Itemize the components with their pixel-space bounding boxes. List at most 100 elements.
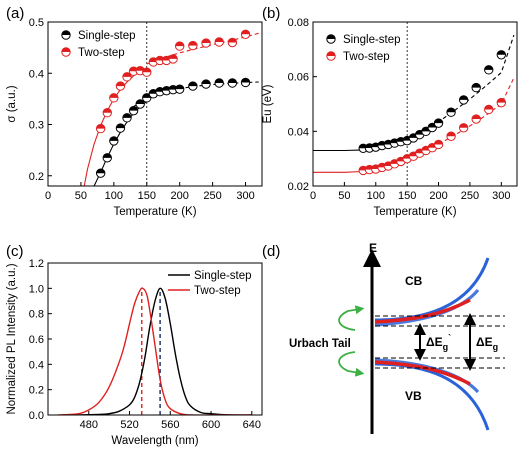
data-point-two-step: [471, 114, 481, 124]
panel-b-frame: [312, 21, 518, 187]
data-point-single-step: [135, 99, 145, 109]
x-tick-label: 200: [429, 190, 447, 202]
urbach-tail-label: Urbach Tail: [289, 338, 351, 350]
data-point-two-step: [496, 97, 507, 108]
x-tick-label: 480: [80, 419, 98, 431]
data-point-two-step: [458, 123, 469, 133]
fit-curve: [406, 34, 515, 142]
panel-b: (b) 0 50 100 150 200 250 300 0.02 0.04 0.06 0.08 T…: [262, 5, 518, 218]
panel-a-xlabel: Temperature (K): [113, 206, 196, 218]
data-point-single-step: [128, 105, 139, 116]
vb-label: VB: [405, 389, 422, 403]
panel-a-ticks: 0 50 100 150 200 250 300 0.2 0.3 0.4 0.5: [29, 17, 255, 202]
x-tick-label: 520: [120, 419, 138, 431]
y-tick-label: 0.8: [29, 309, 44, 321]
data-point-single-step: [484, 65, 494, 75]
panel-d-label: (d): [262, 243, 280, 260]
panel-a-legend-single-step: Single-step: [78, 30, 136, 42]
panel-a-label: (a): [6, 5, 24, 22]
y-tick-label: 0.4: [29, 68, 44, 80]
y-tick-label: 0.2: [29, 171, 44, 183]
y-tick-label: 0.02: [288, 181, 309, 193]
svg-text:ΔEg: ΔEg: [476, 335, 498, 352]
panel-d: (d) E CB VB Urbach Tail ΔEg` ΔEg: [262, 241, 505, 434]
data-point-two-step: [433, 139, 444, 150]
panel-c-xlabel: Wavelength (nm): [111, 435, 198, 447]
data-point-two-step: [102, 108, 112, 118]
panel-a-frame: [47, 21, 263, 187]
x-tick-label: 200: [171, 190, 189, 202]
data-point-single-step: [471, 82, 481, 93]
panel-c: (c) 480 520 560 600 640 0.0 0.2 0.4 0.6 0.8 1.0 1.2…: [6, 243, 263, 447]
panel-c-plot-area: [58, 287, 252, 415]
legend-point-single-step: [326, 34, 336, 44]
delta-eg-prime-label: ΔEg`: [426, 333, 451, 352]
data-point-single-step: [109, 136, 119, 146]
data-point-single-step: [458, 95, 469, 105]
panel-a-legend-two-step: Two-step: [78, 47, 125, 59]
data-point-single-step: [174, 84, 185, 94]
delta-eg-label: ΔEg: [476, 335, 498, 352]
panel-b-label: (b): [262, 5, 280, 22]
x-tick-label: 0: [310, 190, 316, 202]
panel-c-ylabel: Normalized PL Intensity (a.u.): [6, 263, 18, 414]
data-point-two-step: [201, 38, 211, 48]
pl-spectrum-two-step: [58, 287, 252, 415]
pl-spectrum-single-step: [78, 287, 252, 415]
panel-c-label: (c): [6, 243, 24, 260]
x-tick-label: 640: [243, 419, 261, 431]
data-point-single-step: [201, 79, 211, 89]
y-tick-label: 1.2: [29, 258, 44, 270]
urbach-arrow-down: [338, 351, 365, 377]
delta-eg-prime-sub: g: [443, 342, 449, 352]
data-point-two-step: [109, 93, 119, 103]
panel-c-legend: Single-step Two-step: [168, 270, 252, 297]
legend-point-two-step: [326, 51, 336, 61]
cb-band-edge-blue: [374, 257, 490, 322]
panel-c-legend-single-step: Single-step: [194, 270, 252, 282]
x-tick-label: 250: [203, 190, 221, 202]
panel-c-legend-two-step: Two-step: [194, 285, 241, 297]
panel-a-ylabel: σ (a.u.): [6, 85, 18, 122]
delta-eg-prime-base: ΔE: [426, 335, 443, 349]
delta-eg-prime-sup: `: [448, 333, 451, 343]
legend-point-single-step: [61, 30, 71, 40]
data-point-single-step: [433, 118, 444, 128]
panel-b-legend: Single-step Two-step: [326, 34, 401, 63]
vb-band-edge-blue: [374, 362, 490, 431]
y-tick-label: 0.2: [29, 385, 44, 397]
data-point-single-step: [188, 81, 198, 91]
x-tick-label: 0: [45, 190, 51, 202]
legend-point-two-step: [61, 47, 71, 57]
data-point-single-step: [142, 93, 152, 103]
y-tick-label: 0.4: [29, 359, 44, 371]
legend-marker-two-step: [61, 47, 71, 57]
panel-c-ticks: 480 520 560 600 640 0.0 0.2 0.4 0.6 0.8 1.0 1.2: [29, 258, 261, 431]
panel-b-legend-two-step: Two-step: [343, 51, 390, 63]
data-point-two-step: [227, 37, 238, 48]
panel-a-plot-area: [83, 22, 259, 186]
panel-b-legend-single-step: Single-step: [343, 34, 401, 46]
delta-eg-base: ΔE: [476, 335, 493, 349]
data-point-single-step: [227, 78, 238, 88]
x-tick-label: 50: [75, 190, 87, 202]
x-tick-label: 300: [236, 190, 254, 202]
data-point-single-step: [214, 78, 224, 88]
y-tick-label: 1.0: [29, 283, 44, 295]
data-point-two-step: [484, 104, 494, 115]
data-point-single-step: [446, 107, 456, 117]
panel-b-ylabel: Eu (eV): [262, 84, 274, 123]
panel-a-legend: Single-step Two-step: [61, 30, 136, 59]
panel-b-xlabel: Temperature (K): [373, 206, 456, 218]
data-point-two-step: [446, 131, 456, 141]
x-tick-label: 100: [105, 190, 123, 202]
legend-marker-single-step: [326, 34, 336, 44]
x-tick-label: 300: [492, 190, 510, 202]
energy-axis-label: E: [369, 241, 377, 255]
data-point-two-step: [174, 41, 185, 51]
legend-marker-two-step: [326, 51, 336, 61]
x-tick-label: 50: [338, 190, 350, 202]
x-tick-label: 560: [161, 419, 179, 431]
data-point-single-step: [240, 77, 251, 88]
